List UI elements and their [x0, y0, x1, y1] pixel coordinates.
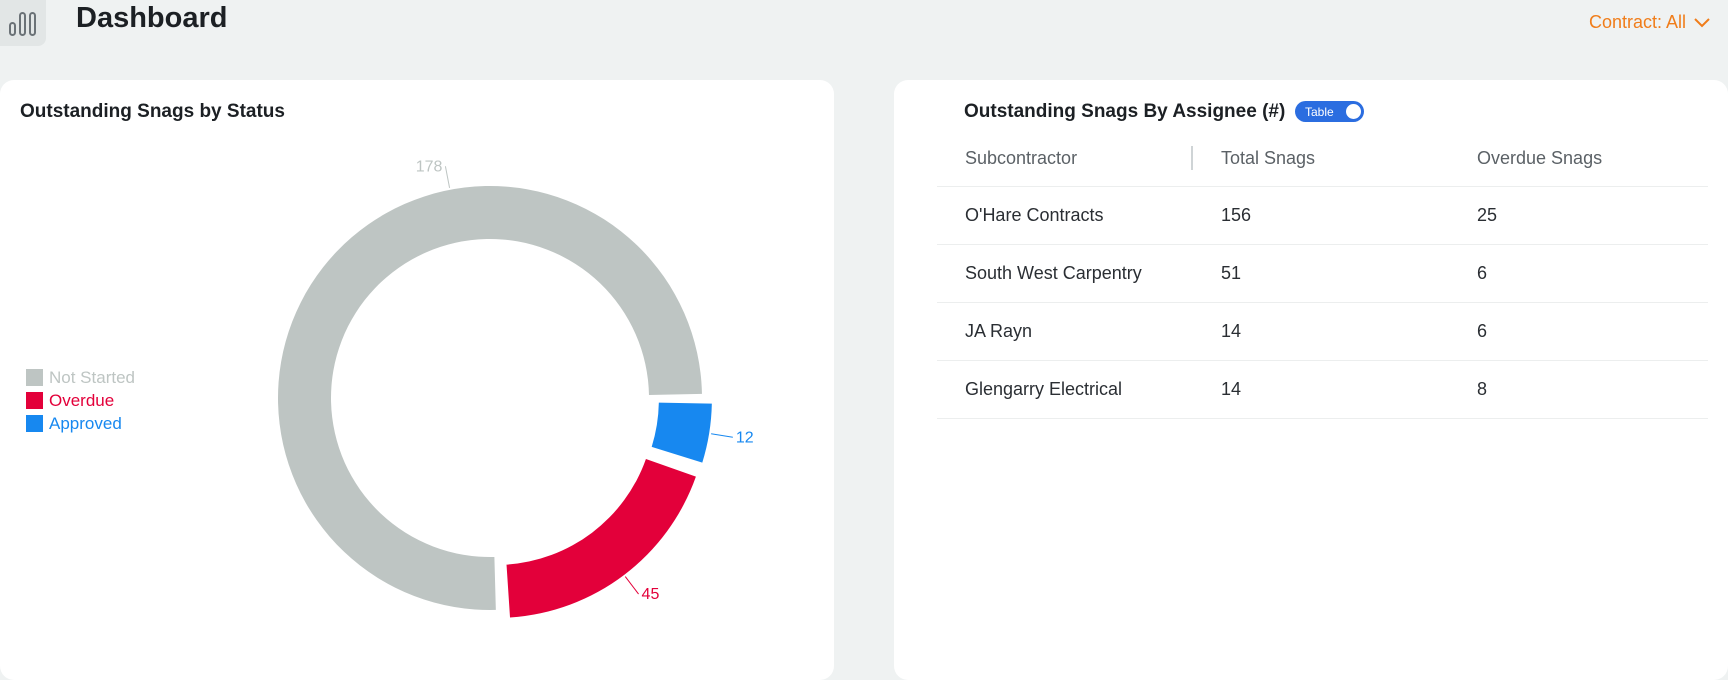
column-header-total-snags[interactable]: Total Snags: [1221, 147, 1316, 168]
cell-total-snags: 156: [1221, 205, 1252, 225]
toggle-knob: [1346, 104, 1361, 119]
slice-overdue[interactable]: [506, 459, 696, 618]
cell-overdue-snags: 6: [1477, 263, 1488, 283]
legend-label: Overdue: [49, 390, 115, 410]
legend-swatch: [26, 369, 43, 386]
data-label-overdue: 45: [642, 586, 660, 603]
table-row[interactable]: South West Carpentry 51 6: [937, 245, 1708, 303]
table-row[interactable]: O'Hare Contracts 156 25: [937, 187, 1708, 245]
cell-subcontractor: South West Carpentry: [965, 263, 1142, 283]
donut-chart: 12 45 178: [278, 158, 754, 618]
column-header-overdue-snags[interactable]: Overdue Snags: [1477, 147, 1603, 168]
bar-chart-icon: [9, 12, 36, 36]
legend-item-overdue[interactable]: Overdue: [26, 389, 135, 412]
contract-filter-label: Contract: All: [1588, 12, 1686, 32]
cell-subcontractor: Glengarry Electrical: [965, 379, 1123, 399]
cell-subcontractor: O'Hare Contracts: [965, 205, 1104, 225]
status-chart-card: Outstanding Snags by Status Not Started …: [0, 80, 834, 680]
legend-label: Not Started: [49, 367, 135, 387]
leader-line: [711, 433, 733, 438]
legend-item-not-started[interactable]: Not Started: [26, 366, 135, 389]
chevron-down-icon: [1694, 17, 1710, 27]
legend-swatch: [26, 415, 43, 432]
column-resize-handle[interactable]: [1191, 145, 1193, 170]
cell-subcontractor: JA Rayn: [965, 321, 1033, 341]
data-label-approved: 12: [736, 429, 754, 446]
table-row[interactable]: JA Rayn 14 6: [937, 303, 1708, 361]
contract-filter-dropdown[interactable]: Contract: All: [1589, 12, 1710, 33]
table-header-row: Subcontractor Total Snags Overdue Snags: [937, 130, 1708, 187]
data-label-not-started: 178: [416, 158, 443, 175]
cell-overdue-snags: 6: [1477, 321, 1488, 341]
status-chart-title: Outstanding Snags by Status: [20, 101, 285, 122]
cell-total-snags: 51: [1221, 263, 1242, 283]
slice-approved[interactable]: [651, 402, 712, 463]
chart-legend: Not Started Overdue Approved: [26, 366, 135, 435]
assignee-table-card: Outstanding Snags By Assignee (#) Table …: [894, 80, 1728, 680]
assignee-table-title: Outstanding Snags By Assignee (#): [964, 101, 1286, 122]
dashboard-app-icon[interactable]: [0, 0, 46, 46]
cell-overdue-snags: 25: [1477, 205, 1498, 225]
column-header-subcontractor[interactable]: Subcontractor: [937, 145, 1221, 170]
legend-label: Approved: [49, 413, 122, 433]
cell-total-snags: 14: [1221, 321, 1242, 341]
leader-line: [444, 166, 451, 188]
table-row[interactable]: Glengarry Electrical 14 8: [937, 361, 1708, 419]
page-title: Dashboard: [76, 2, 228, 34]
cell-overdue-snags: 8: [1477, 379, 1488, 399]
toggle-label: Table: [1305, 104, 1334, 119]
assignee-table: Subcontractor Total Snags Overdue Snags …: [937, 130, 1708, 419]
legend-swatch: [26, 392, 43, 409]
leader-line: [624, 576, 639, 595]
table-view-toggle[interactable]: Table: [1295, 101, 1364, 122]
cell-total-snags: 14: [1221, 379, 1242, 399]
legend-item-approved[interactable]: Approved: [26, 412, 135, 435]
